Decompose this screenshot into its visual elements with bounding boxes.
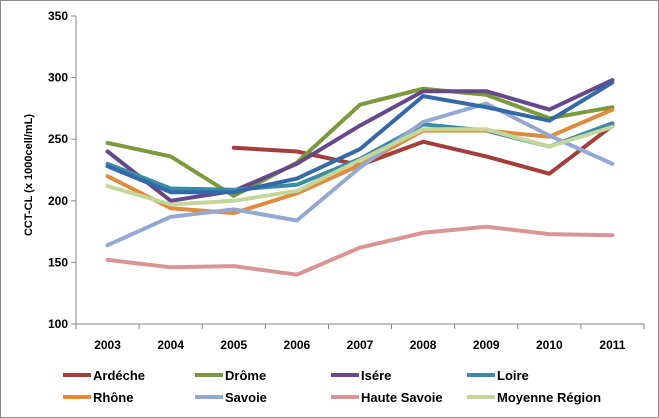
x-tick-label: 2007 xyxy=(347,338,374,352)
series-line-haute-savoie-6 xyxy=(105,224,615,277)
x-tick-label: 2005 xyxy=(220,338,247,352)
y-axis-label: CCT-CL (x 1000cell/mL) xyxy=(23,114,35,236)
x-tick-label: 2006 xyxy=(284,338,311,352)
x-tick-label: 2010 xyxy=(536,338,563,352)
series-line-loire-3 xyxy=(105,121,615,192)
legend-label: Drôme xyxy=(225,368,266,383)
series-line-savoie-5 xyxy=(105,101,615,248)
legend-label: Savoie xyxy=(225,390,267,405)
series-line-unlabeled-8 xyxy=(105,80,615,195)
y-tick-label: 300 xyxy=(48,71,68,85)
series-line-ard-che-0 xyxy=(231,123,615,176)
y-tick-label: 250 xyxy=(48,132,68,146)
x-tick-label: 2011 xyxy=(599,338,625,352)
y-axis-ticks: 100 150 200 250 300 350 xyxy=(48,9,76,331)
legend-label: Rhône xyxy=(93,390,133,405)
series-line-dr-me-1 xyxy=(105,86,615,198)
legend-label: Isére xyxy=(361,368,391,383)
y-tick-label: 350 xyxy=(48,9,68,23)
y-tick-label: 100 xyxy=(48,317,68,331)
x-tick-label: 2003 xyxy=(94,338,121,352)
x-axis-ticks: 2003 2004 2005 2006 2007 2008 2009 2010 2011 xyxy=(75,324,645,352)
legend-label: Moyenne Région xyxy=(497,390,601,405)
x-tick-label: 2004 xyxy=(157,338,184,352)
series-group xyxy=(105,78,615,277)
y-tick-label: 200 xyxy=(48,194,68,208)
x-tick-label: 2009 xyxy=(473,338,500,352)
y-tick-label: 150 xyxy=(48,255,68,269)
x-tick-label: 2008 xyxy=(410,338,437,352)
legend: Ardéche Drôme Isére Loire Rhône Savoie Haute S… xyxy=(63,368,601,405)
legend-label: Loire xyxy=(497,368,529,383)
series-line-is-re-2 xyxy=(105,78,615,203)
legend-label: Ardéche xyxy=(93,368,145,383)
series-line-moyenne-r-gion-7 xyxy=(105,124,615,207)
legend-label: Haute Savoie xyxy=(361,390,443,405)
